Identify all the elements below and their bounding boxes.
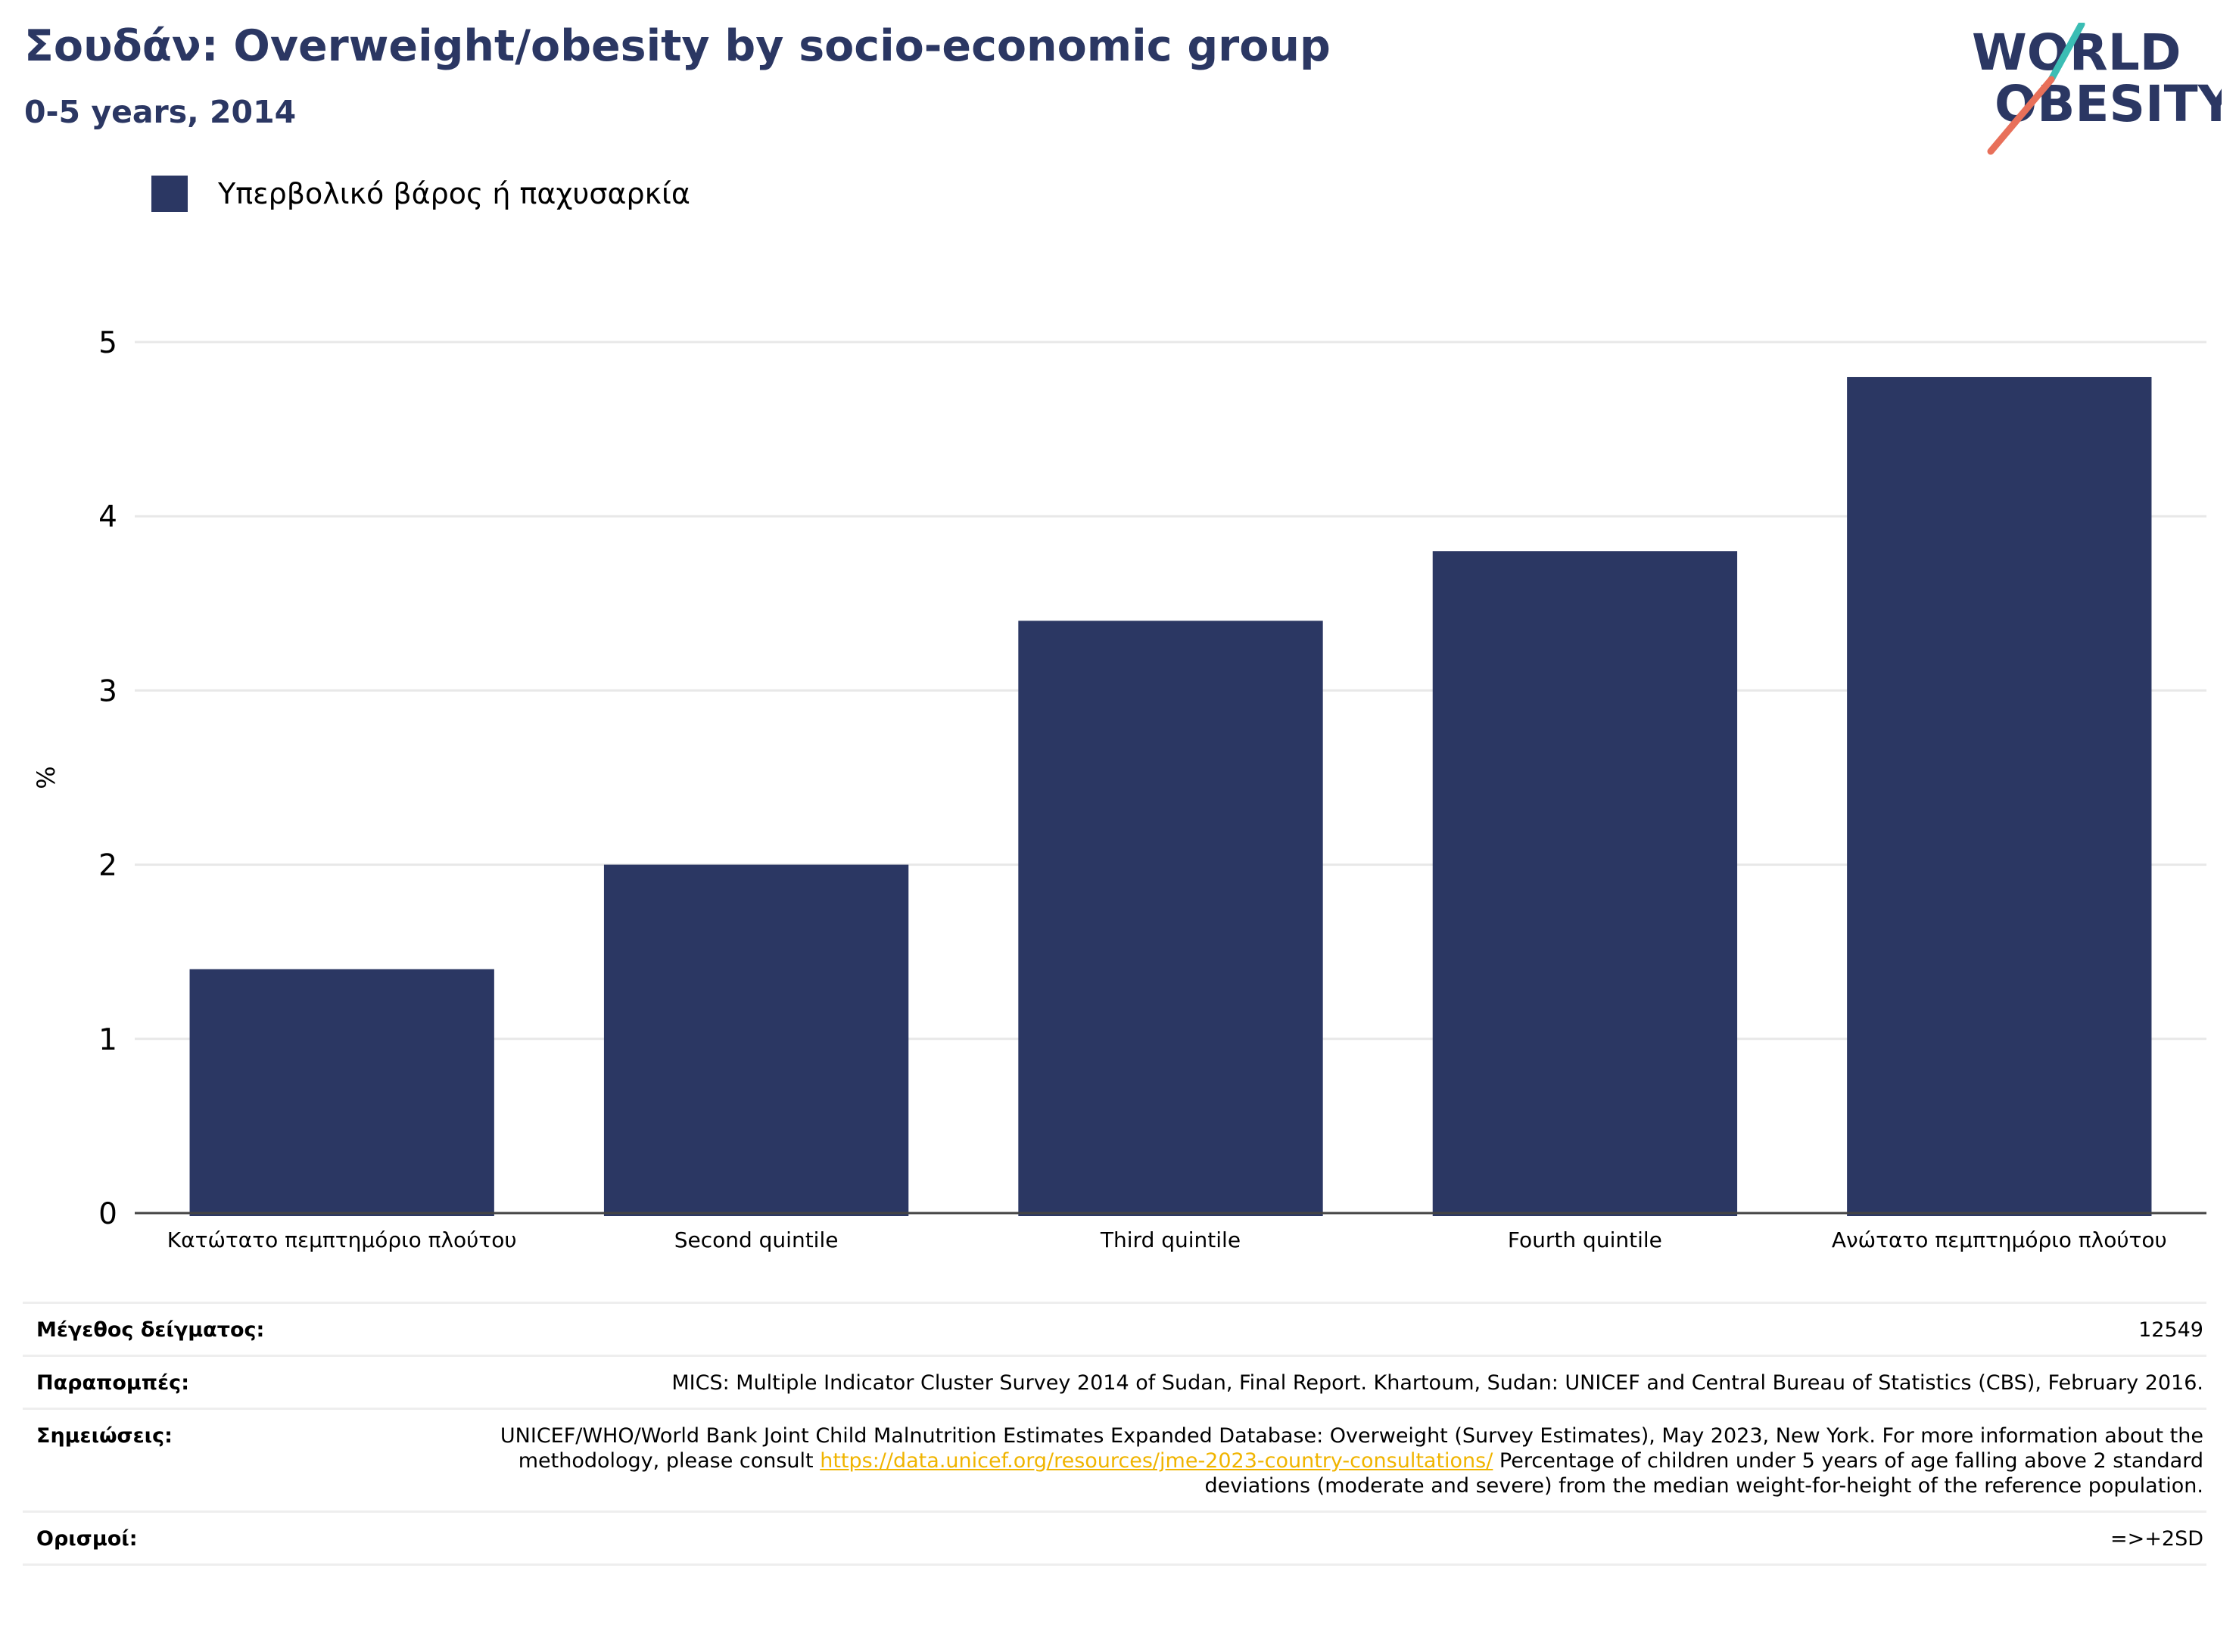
world-obesity-logo: WORLD OBESITY	[1972, 23, 2222, 155]
x-tick-label: Ανώτατο πεμπτημόριο πλούτου	[1832, 1227, 2167, 1252]
y-tick-label: 3	[98, 674, 117, 708]
metadata-table: Μέγεθος δείγματος: 12549 Παραπομπές: MIC…	[23, 1302, 2206, 1566]
legend-swatch	[151, 176, 188, 212]
x-tick-label: Fourth quintile	[1508, 1227, 1662, 1252]
y-axis-ticks: 0 1 2 3 4 5	[98, 326, 117, 1231]
notes-text-2: Percentage of children under 5 years of …	[1204, 1449, 2203, 1498]
legend: Υπερβολικό βάρος ή παχυσαρκία	[151, 173, 690, 215]
notes-value: UNICEF/WHO/World Bank Joint Child Malnut…	[430, 1408, 2206, 1512]
bar	[189, 969, 494, 1216]
references-label: Παραπομπές:	[23, 1355, 430, 1409]
references-value: MICS: Multiple Indicator Cluster Survey …	[430, 1355, 2206, 1409]
notes-row: Σημειώσεις: UNICEF/WHO/World Bank Joint …	[23, 1408, 2206, 1512]
bar	[603, 864, 909, 1216]
y-tick-label: 4	[98, 500, 117, 534]
methodology-link[interactable]: https://data.unicef.org/resources/jme-20…	[820, 1449, 1493, 1473]
bar	[1847, 377, 2152, 1216]
logo-slash-coral	[1987, 76, 2055, 155]
sample-size-value: 12549	[430, 1302, 2206, 1356]
y-axis-label: %	[32, 766, 61, 789]
bar-chart: 0 1 2 3 4 5 Κατώτατο πεμπτημόριο πλούτου Secon…	[32, 326, 2206, 1252]
sample-size-row: Μέγεθος δείγματος: 12549	[23, 1302, 2206, 1356]
references-row: Παραπομπές: MICS: Multiple Indicator Clu…	[23, 1355, 2206, 1409]
x-axis-ticks: Κατώτατο πεμπτημόριο πλούτου Second quint…	[167, 1227, 2167, 1252]
bars	[189, 377, 2152, 1216]
y-tick-label: 5	[98, 326, 117, 360]
y-tick-label: 0	[98, 1197, 117, 1231]
bar	[1018, 621, 1323, 1216]
y-tick-label: 2	[98, 849, 117, 883]
definitions-label: Ορισμοί:	[23, 1510, 430, 1566]
logo-slash-teal	[2047, 23, 2085, 83]
x-tick-label: Third quintile	[1100, 1227, 1241, 1252]
legend-label: Υπερβολικό βάρος ή παχυσαρκία	[218, 177, 690, 210]
notes-text-1: UNICEF/WHO/World Bank Joint Child Malnut…	[500, 1424, 2203, 1473]
y-tick-label: 1	[98, 1023, 117, 1057]
x-tick-label: Second quintile	[674, 1227, 839, 1252]
chart-title: Σουδάν: Overweight/obesity by socio-econ…	[24, 21, 1331, 71]
definitions-value: =>+2SD	[430, 1510, 2206, 1566]
chart-subtitle: 0-5 years, 2014	[24, 94, 297, 130]
notes-label: Σημειώσεις:	[23, 1408, 430, 1512]
x-tick-label: Κατώτατο πεμπτημόριο πλούτου	[167, 1227, 517, 1252]
bar	[1432, 551, 1738, 1216]
sample-size-label: Μέγεθος δείγματος:	[23, 1302, 430, 1356]
definitions-row: Ορισμοί: =>+2SD	[23, 1510, 2206, 1566]
